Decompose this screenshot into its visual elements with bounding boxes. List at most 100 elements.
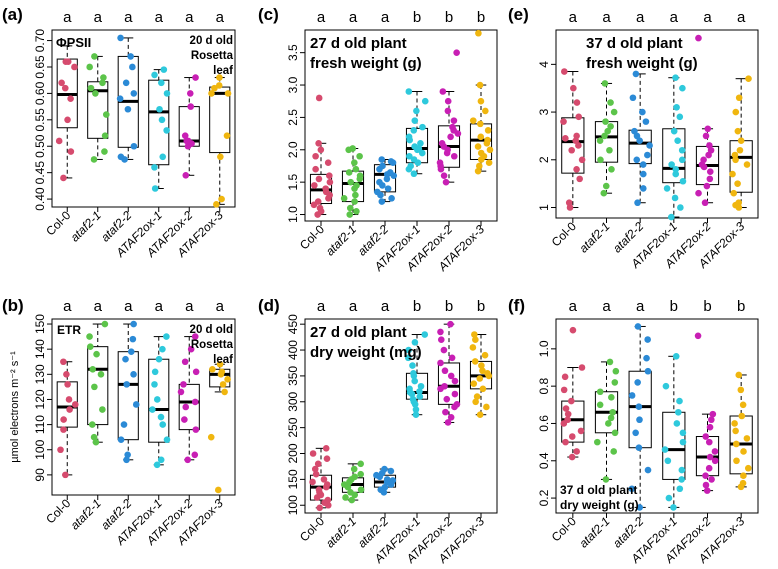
data-point (607, 123, 614, 130)
data-point (636, 416, 643, 424)
series-ataf2-1 (340, 145, 365, 218)
y-tick-label: 3 (537, 108, 551, 115)
x-tick-label: ataf2-1 (576, 219, 612, 255)
data-point (701, 199, 709, 207)
data-point (376, 178, 383, 186)
series-Col-0 (560, 68, 586, 211)
panel-a: (a)0.400.450.500.550.600.650.70Col-0ataf… (2, 5, 236, 260)
data-point (444, 419, 452, 426)
significance-letter: b (703, 298, 711, 315)
data-point (405, 133, 413, 141)
significance-letter: a (216, 9, 225, 26)
data-point (151, 164, 158, 171)
data-point (437, 336, 445, 343)
x-tick-label: ataf2-1 (68, 496, 104, 532)
data-point (90, 156, 98, 163)
series-ATAF2ox-3 (469, 29, 494, 175)
data-point (679, 429, 687, 437)
data-point (123, 381, 130, 388)
data-point (163, 333, 170, 340)
data-point (129, 335, 137, 343)
data-point (311, 465, 319, 473)
data-point (91, 383, 98, 391)
series-ATAF2ox-3 (729, 75, 753, 211)
data-point (387, 467, 395, 475)
significance-letter: a (317, 9, 326, 26)
data-point (130, 371, 137, 378)
data-point (418, 149, 426, 157)
data-point (610, 448, 618, 455)
data-point (406, 385, 413, 393)
y-axis-label: µmol electrons m⁻² s⁻¹ (9, 351, 21, 463)
data-point (670, 504, 677, 511)
data-point (735, 371, 743, 379)
data-point (640, 185, 647, 192)
data-point (315, 94, 323, 102)
data-point (474, 167, 482, 175)
data-point (124, 105, 132, 113)
data-point (55, 137, 63, 145)
panel-d: (d)100150200250300350400450Col-0ataf2-1a… (258, 296, 498, 566)
data-point (604, 127, 612, 135)
data-point (129, 63, 136, 71)
data-point (612, 367, 620, 375)
data-point (124, 451, 131, 459)
data-point (67, 148, 75, 155)
data-point (444, 107, 452, 115)
data-point (410, 170, 418, 178)
data-point (481, 351, 489, 359)
data-point (708, 416, 715, 424)
data-point (101, 148, 108, 155)
data-point (706, 423, 714, 431)
annotation-text: fresh weight (g) (586, 55, 698, 72)
data-point (740, 448, 747, 455)
data-point (388, 195, 395, 202)
y-tick-label: 0.70 (33, 29, 47, 53)
significance-letter: a (569, 9, 578, 26)
data-point (214, 486, 222, 494)
y-tick-label: 0.2 (537, 489, 551, 506)
box (437, 362, 461, 405)
data-point (677, 204, 684, 211)
data-point (151, 71, 158, 79)
data-point (379, 162, 386, 170)
data-point (732, 440, 740, 448)
data-point (123, 456, 130, 464)
data-point (412, 411, 420, 419)
data-point (606, 146, 613, 154)
data-point (703, 182, 711, 190)
series-ATAF2ox-1 (148, 66, 171, 192)
annotation-text: 37 d old plant (586, 35, 683, 52)
data-point (644, 466, 652, 474)
series-Col-0 (560, 326, 586, 461)
data-point (676, 113, 684, 121)
data-point (634, 379, 641, 386)
y-tick-label: 150 (286, 469, 300, 489)
data-point (560, 68, 568, 75)
data-point (706, 168, 714, 176)
box (561, 117, 585, 174)
series-ataf2-2 (117, 320, 140, 464)
significance-letter: b (413, 298, 421, 315)
data-point (676, 397, 683, 405)
data-point (187, 345, 195, 353)
data-point (191, 451, 199, 459)
data-point (159, 153, 167, 161)
data-point (102, 111, 110, 118)
series-ATAF2ox-2 (178, 74, 200, 179)
annotation-text: fresh weight (g) (310, 55, 422, 72)
y-tick-label: 0.60 (33, 81, 47, 105)
data-point (410, 156, 418, 163)
data-point (711, 448, 719, 455)
data-point (448, 354, 456, 362)
data-point (447, 413, 455, 421)
data-point (216, 74, 223, 81)
y-tick-label: 1.0 (537, 340, 551, 357)
data-point (735, 199, 742, 207)
significance-letter: a (63, 298, 72, 315)
data-point (411, 117, 419, 124)
data-point (568, 433, 576, 440)
data-point (99, 79, 106, 87)
data-point (357, 460, 364, 468)
